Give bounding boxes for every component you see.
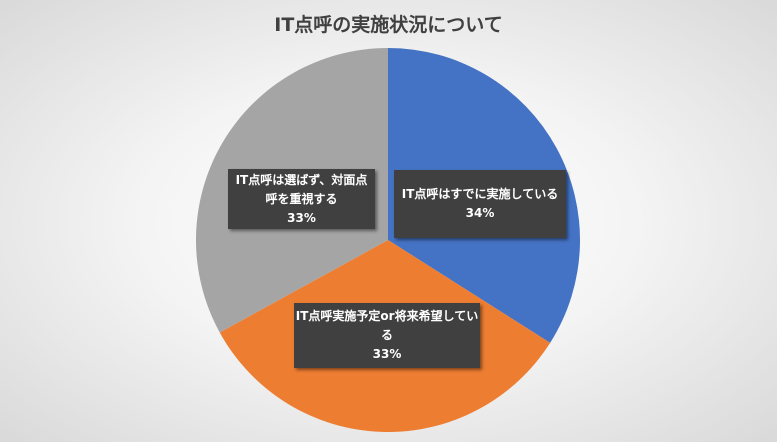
- data-label: IT点呼はすでに実施している 34%: [394, 170, 566, 238]
- data-label-category: IT点呼実施予定or将来希望している: [295, 309, 479, 342]
- data-label-value: 34%: [465, 206, 495, 220]
- data-label-category: IT点呼は選ばず、対面点呼を重視する: [235, 172, 368, 206]
- chart-title: IT点呼の実施状況について: [274, 14, 503, 36]
- data-label-category: IT点呼はすでに実施している: [401, 187, 559, 201]
- data-label-value: 33%: [287, 210, 316, 225]
- data-label-value: 33%: [372, 347, 402, 361]
- data-label: IT点呼実施予定or将来希望している 33%: [294, 303, 480, 368]
- data-label: IT点呼は選ばず、対面点呼を重視する 33%: [228, 169, 375, 229]
